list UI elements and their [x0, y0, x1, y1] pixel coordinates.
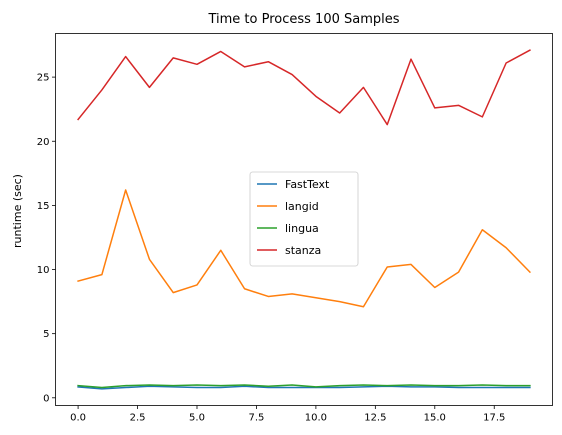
y-tick-label: 0 [43, 393, 49, 404]
x-tick-label: 0.0 [70, 413, 86, 424]
x-tick-label: 17.5 [483, 413, 505, 424]
x-tick-label: 2.5 [130, 413, 146, 424]
y-tick-label: 5 [43, 329, 49, 340]
x-tick-label: 7.5 [248, 413, 264, 424]
series-line-stanza [78, 50, 530, 124]
legend-label-stanza: stanza [285, 244, 321, 257]
x-axis-ticks: 0.0 2.5 5.0 7.5 10.0 12.5 15.0 17.5 [70, 406, 505, 424]
x-tick-label: 12.5 [364, 413, 386, 424]
y-tick-label: 10 [37, 265, 50, 276]
legend-label-langid: langid [285, 200, 319, 213]
x-tick-label: 15.0 [424, 413, 446, 424]
legend: FastText langid lingua stanza [250, 172, 358, 266]
legend-label-fasttext: FastText [285, 178, 330, 191]
legend-label-lingua: lingua [285, 222, 319, 235]
y-tick-label: 20 [37, 137, 50, 148]
y-axis-title: runtime (sec) [11, 174, 24, 248]
y-tick-label: 25 [37, 73, 50, 84]
x-tick-label: 5.0 [189, 413, 205, 424]
x-tick-label: 10.0 [305, 413, 327, 424]
y-axis-ticks: 0 5 10 15 20 25 [37, 73, 56, 405]
y-tick-label: 15 [37, 201, 50, 212]
chart-title: Time to Process 100 Samples [207, 12, 399, 27]
